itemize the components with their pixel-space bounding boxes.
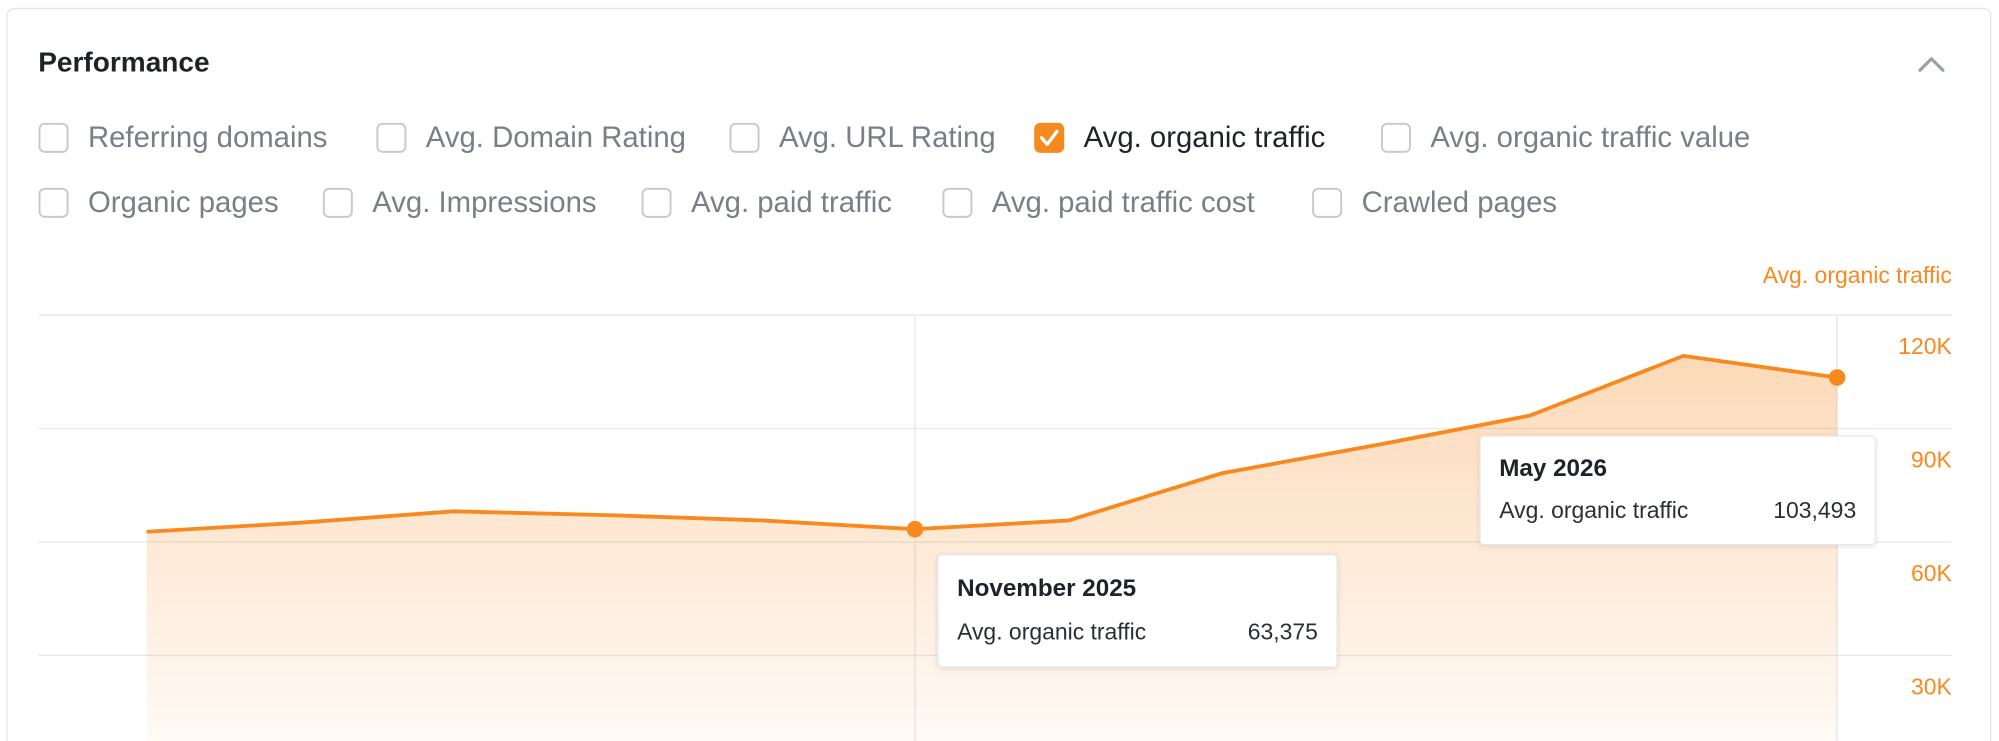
checkbox[interactable]	[376, 122, 407, 153]
checkbox[interactable]	[729, 122, 760, 153]
checkbox-label[interactable]: Avg. organic traffic	[1084, 121, 1326, 154]
checkbox-label[interactable]: Avg. organic traffic value	[1430, 121, 1750, 154]
metric-checkbox[interactable]: Crawled pages	[1312, 186, 1558, 219]
checkbox[interactable]	[38, 187, 69, 218]
metric-checkbox[interactable]: Avg. Domain Rating	[376, 121, 686, 154]
checkbox[interactable]	[38, 122, 69, 153]
metric-checkbox[interactable]: Avg. organic traffic value	[1381, 121, 1750, 154]
metric-checkbox[interactable]: Avg. Impressions	[322, 186, 597, 219]
checkmark	[1039, 129, 1059, 146]
checkbox[interactable]	[1312, 187, 1343, 218]
metric-checkbox[interactable]: Avg. organic traffic	[1034, 121, 1326, 154]
collapse-chevron[interactable]	[1918, 57, 1945, 72]
checkbox[interactable]	[322, 187, 353, 218]
tooltip-series: Avg. organic traffic	[1499, 497, 1688, 523]
checkbox-label[interactable]: Avg. URL Rating	[779, 121, 996, 154]
tooltip-value: 103,493	[1773, 497, 1856, 523]
y-tick-label: 30K	[1911, 674, 1953, 700]
point-marker	[906, 520, 924, 538]
tooltip: November 2025 Avg. organic traffic 63,375	[937, 554, 1338, 668]
y-tick-label: 60K	[1911, 560, 1953, 586]
chart: Avg. organic traffic 30K 60K 90K 120K Novembe…	[38, 262, 1953, 741]
checkbox[interactable]	[1034, 122, 1065, 153]
tooltip: May 2026 Avg. organic traffic 103,493	[1479, 435, 1876, 546]
y-tick-label: 90K	[1911, 447, 1953, 473]
checkbox-label[interactable]: Organic pages	[88, 186, 279, 219]
checkbox-label[interactable]: Avg. paid traffic cost	[992, 186, 1255, 219]
metric-checkbox[interactable]: Referring domains	[38, 121, 328, 154]
point-marker	[1828, 369, 1846, 386]
checkbox-label[interactable]: Referring domains	[88, 121, 328, 154]
metric-checkbox[interactable]: Organic pages	[38, 186, 279, 219]
axis-title: Avg. organic traffic	[1763, 262, 1952, 288]
checkbox[interactable]	[641, 187, 672, 218]
checkbox[interactable]	[942, 187, 973, 218]
metric-checkbox[interactable]: Avg. paid traffic cost	[942, 186, 1255, 219]
checkbox-label[interactable]: Avg. Domain Rating	[426, 121, 686, 154]
checkbox-label[interactable]: Crawled pages	[1362, 186, 1558, 219]
tooltip-title: November 2025	[957, 575, 1136, 602]
y-tick-label: 120K	[1898, 333, 1952, 359]
tooltip-box	[937, 554, 1338, 668]
tooltip-value: 63,375	[1248, 618, 1318, 644]
checkbox[interactable]	[1381, 122, 1411, 153]
area-fill	[146, 355, 1838, 741]
metric-checkbox[interactable]: Avg. paid traffic	[641, 186, 892, 219]
checkbox-label[interactable]: Avg. paid traffic	[691, 186, 892, 219]
tooltip-series: Avg. organic traffic	[957, 618, 1146, 644]
panel-title: Performance	[38, 46, 209, 77]
traffic-line	[146, 353, 1838, 534]
metric-checkbox[interactable]: Avg. URL Rating	[729, 121, 996, 154]
tooltip-box	[1479, 435, 1876, 546]
metric-toggles: Referring domains Avg. Domain Rating Avg. …	[38, 121, 1750, 219]
tooltip-title: May 2026	[1499, 455, 1607, 482]
checkbox-label[interactable]: Avg. Impressions	[372, 186, 596, 219]
